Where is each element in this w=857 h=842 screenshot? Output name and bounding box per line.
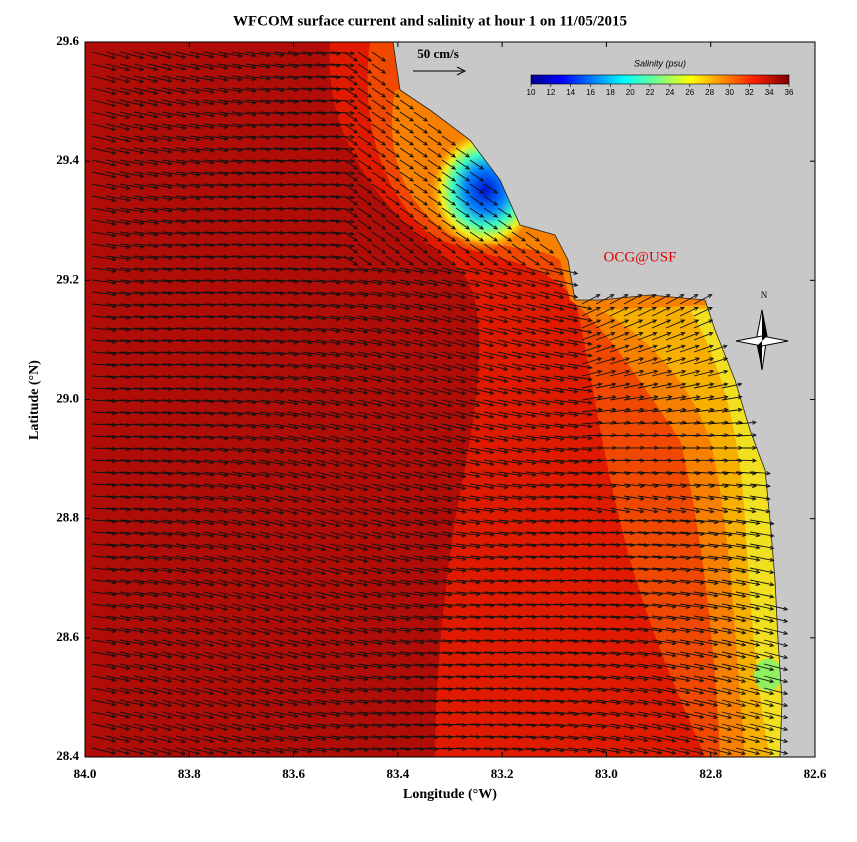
colorbar-tick-label: 12 (546, 88, 555, 97)
colorbar-tick-label: 16 (586, 88, 595, 97)
x-tick-label: 83.2 (491, 766, 514, 781)
x-tick-label: 83.6 (282, 766, 305, 781)
y-tick-label: 28.4 (56, 748, 79, 763)
colorbar-tick-label: 24 (665, 88, 674, 97)
colorbar-tick-label: 20 (626, 88, 635, 97)
colorbar-tick-label: 22 (646, 88, 655, 97)
field-fresh-spot (754, 659, 782, 691)
colorbar-tick-label: 32 (745, 88, 754, 97)
y-tick-label: 29.6 (56, 33, 79, 48)
compass-label: N (761, 290, 768, 300)
colorbar-tick-label: 36 (785, 88, 794, 97)
colorbar-tick-label: 18 (606, 88, 615, 97)
compass-ew (735, 335, 789, 347)
y-tick-label: 29.2 (56, 271, 79, 286)
x-tick-label: 82.8 (699, 766, 722, 781)
current-vectors (91, 51, 789, 756)
x-tick-label: 84.0 (74, 766, 97, 781)
colorbar-tick-label: 28 (705, 88, 714, 97)
compass: N (735, 290, 789, 371)
y-tick-label: 29.4 (56, 152, 79, 167)
salinity-field (85, 42, 815, 757)
colorbar-tick-label: 30 (725, 88, 734, 97)
map-title: WFCOM surface current and salinity at ho… (233, 13, 627, 29)
colorbar-tick-label: 26 (685, 88, 694, 97)
scale-arrow-head (456, 66, 467, 76)
y-axis-label: Latitude (°N) (27, 360, 42, 440)
credit: OCG@USF (603, 249, 676, 265)
y-tick-label: 28.6 (56, 629, 79, 644)
colorbar-tick-label: 14 (566, 88, 575, 97)
land (392, 42, 815, 757)
x-axis-label: Longitude (°W) (403, 787, 497, 802)
y-tick-label: 28.8 (56, 510, 79, 525)
colorbar-title: Salinity (psu) (634, 58, 686, 68)
y-tick-label: 29.0 (56, 390, 79, 405)
compass-shade (757, 310, 767, 370)
x-tick-label: 83.8 (178, 766, 201, 781)
x-tick-label: 82.6 (804, 766, 827, 781)
colorbar-tick-label: 10 (527, 88, 536, 97)
scale-label: 50 cm/s (417, 46, 459, 61)
x-tick-label: 83.0 (595, 766, 618, 781)
colorbar-tick-label: 34 (765, 88, 774, 97)
colorbar (530, 74, 790, 85)
x-tick-label: 83.4 (386, 766, 409, 781)
